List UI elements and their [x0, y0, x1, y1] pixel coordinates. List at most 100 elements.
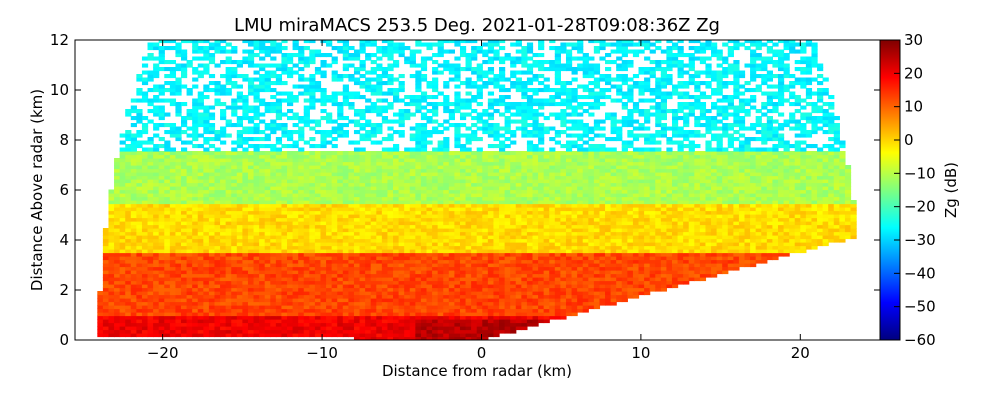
heatmap-cell [733, 231, 740, 236]
heatmap-cell [287, 193, 294, 198]
heatmap-cell [192, 231, 199, 236]
heatmap-cell [197, 326, 204, 331]
heatmap-cell [705, 210, 712, 215]
heatmap-cell [565, 273, 573, 278]
heatmap-cell [281, 228, 288, 233]
heatmap-cell [376, 266, 383, 271]
heatmap-cell [426, 336, 433, 340]
heatmap-cell [554, 284, 561, 289]
heatmap-cell [247, 196, 255, 201]
heatmap-cell [599, 256, 606, 261]
heatmap-cell [599, 182, 606, 187]
heatmap-cell [476, 308, 483, 313]
heatmap-cell [660, 280, 667, 285]
heatmap-cell [454, 242, 461, 247]
heatmap-cell [119, 196, 126, 201]
heatmap-cell [582, 214, 589, 219]
heatmap-cell [493, 224, 500, 229]
heatmap-cell [270, 252, 277, 257]
heatmap-cell [281, 287, 288, 292]
heatmap-cell [448, 280, 455, 285]
heatmap-cell [772, 235, 779, 240]
heatmap-cell [504, 214, 511, 219]
heatmap-cell [359, 319, 366, 324]
heatmap-cell [236, 224, 243, 229]
heatmap-cell [181, 200, 188, 205]
heatmap-cell [287, 249, 294, 254]
heatmap-cell [153, 326, 160, 331]
heatmap-cell [181, 263, 188, 268]
heatmap-cell [119, 203, 126, 208]
heatmap-cell [610, 294, 617, 299]
heatmap-cell [376, 214, 383, 219]
heatmap-cell [504, 291, 511, 296]
heatmap-cell [510, 273, 517, 278]
heatmap-cell [660, 277, 667, 282]
heatmap-cell [454, 273, 461, 278]
heatmap-cell [632, 273, 640, 278]
heatmap-cell [186, 301, 193, 306]
heatmap-cell [571, 308, 578, 313]
heatmap-cell [459, 182, 467, 187]
heatmap-cell [627, 200, 634, 205]
heatmap-cell [404, 207, 411, 212]
heatmap-cell [504, 252, 511, 257]
heatmap-cell [108, 203, 115, 208]
heatmap-cell [476, 249, 483, 254]
heatmap-cell [169, 214, 177, 219]
heatmap-cell [822, 196, 829, 201]
heatmap-cell [432, 259, 439, 264]
heatmap-cell [554, 270, 561, 275]
heatmap-cell [331, 273, 338, 278]
heatmap-cell [805, 221, 813, 226]
heatmap-cell [337, 196, 344, 201]
heatmap-cell [459, 322, 467, 327]
heatmap-cell [599, 217, 606, 222]
heatmap-cell [264, 245, 271, 250]
heatmap-cell [264, 266, 271, 271]
heatmap-cell [141, 287, 149, 292]
heatmap-cell [705, 245, 712, 250]
heatmap-cell [169, 196, 177, 201]
heatmap-cell [242, 301, 249, 306]
heatmap-cell [437, 207, 444, 212]
heatmap-cell [538, 182, 545, 187]
heatmap-cell [733, 252, 740, 257]
heatmap-cell [281, 266, 288, 271]
heatmap-cell [108, 280, 115, 285]
heatmap-cell [420, 256, 428, 261]
heatmap-cell [342, 270, 349, 275]
heatmap-cell [465, 294, 472, 299]
heatmap-cell [214, 228, 221, 233]
heatmap-cell [644, 189, 651, 194]
heatmap-cell [711, 231, 718, 236]
heatmap-cell [437, 245, 444, 250]
heatmap-cell [476, 224, 483, 229]
heatmap-cell [130, 221, 137, 226]
heatmap-cell [287, 333, 294, 338]
heatmap-cell [370, 200, 377, 205]
heatmap-cell [504, 196, 511, 201]
heatmap-cell [108, 277, 115, 282]
heatmap-cell [671, 186, 679, 191]
heatmap-cell [236, 256, 243, 261]
heatmap-cell [259, 214, 266, 219]
heatmap-cell [169, 224, 177, 229]
heatmap-cell [521, 266, 528, 271]
heatmap-cell [158, 256, 165, 261]
heatmap-cell [342, 333, 349, 338]
heatmap-cell [370, 336, 377, 340]
heatmap-cell [565, 291, 573, 296]
heatmap-cell [476, 301, 483, 306]
heatmap-cell [398, 273, 405, 278]
heatmap-cell [582, 245, 589, 250]
heatmap-cell [326, 249, 333, 254]
heatmap-cell [393, 242, 400, 247]
heatmap-cell [777, 186, 785, 191]
heatmap-cell [409, 326, 416, 331]
heatmap-cell [510, 214, 517, 219]
heatmap-cell [766, 224, 773, 229]
heatmap-cell [844, 217, 852, 222]
heatmap-cell [621, 277, 628, 282]
heatmap-cell [337, 287, 344, 292]
